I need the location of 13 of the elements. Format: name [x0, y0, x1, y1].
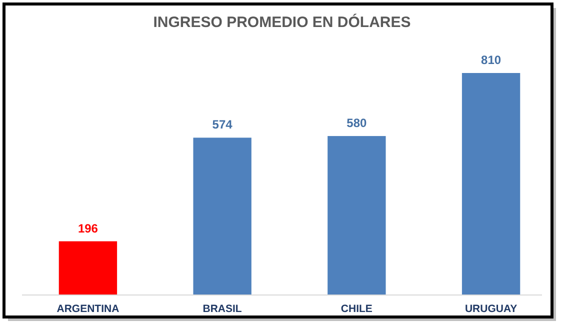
- x-tick-label: CHILE: [340, 303, 372, 315]
- bar: [462, 73, 520, 295]
- data-label: 196: [78, 221, 98, 236]
- x-tick-label: URUGUAY: [464, 303, 518, 315]
- x-tick-label: BRASIL: [202, 303, 242, 315]
- bar: [193, 138, 252, 295]
- bar: [58, 241, 118, 295]
- data-label: 810: [481, 53, 502, 67]
- bar: [328, 136, 386, 295]
- x-tick-label: ARGENTINA: [56, 303, 120, 315]
- data-label: 580: [346, 116, 368, 130]
- data-label: 574: [212, 118, 233, 132]
- chart-title: INGRESO PROMEDIO EN DÓLARES: [153, 13, 411, 31]
